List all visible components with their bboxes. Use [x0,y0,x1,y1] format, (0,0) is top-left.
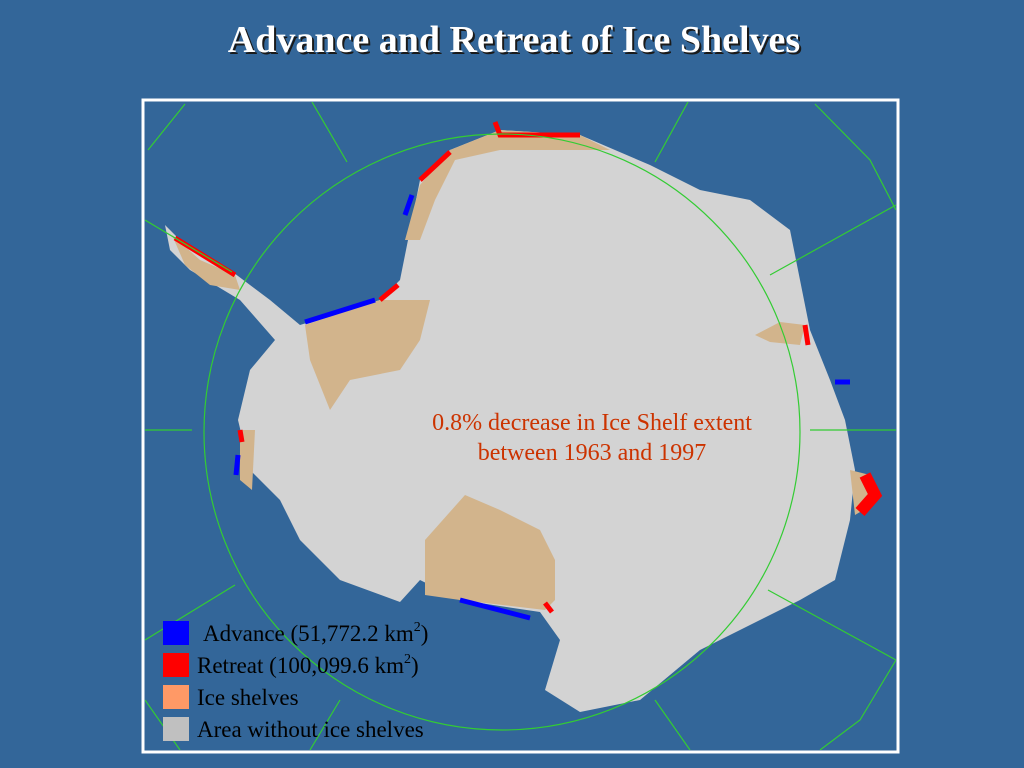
coast-ice-shelf [405,130,610,240]
legend-label: Area without ice shelves [197,717,424,742]
retreat-edge [378,283,400,302]
map [145,102,896,750]
retreat-edge [802,324,811,346]
ross-ice-shelf [425,495,555,610]
retreat-edge [543,601,554,614]
legend-text: Ice shelves [197,685,299,710]
legend-label: Ice shelves [197,685,299,710]
title: Advance and Retreat of Ice Shelves [228,19,800,61]
legend: Advance (51,772.2 km2)Retreat (100,099.6… [163,620,428,742]
annotation: 0.8% decrease in Ice Shelf extent [432,410,752,436]
legend-text: Area without ice shelves [197,717,424,742]
legend-label: Retreat (100,099.6 km2) [197,652,419,678]
peninsula-ice-shelf [172,235,240,290]
retreat-edge [492,121,580,138]
retreat-edge [855,472,883,516]
legend-swatch [163,717,189,741]
advance-edge [402,194,415,216]
retreat-edge [418,150,452,182]
legend-label: Advance (51,772.2 km2) [203,620,428,646]
amery-ice-shelf [755,322,805,345]
title-shadow: Advance and Retreat of Ice Shelves [230,21,802,63]
legend-suffix: ) [411,653,419,678]
retreat-edge [237,429,245,443]
legend-text: Retreat (100,099.6 km [197,653,404,678]
legend-swatch [163,653,189,677]
legend-superscript: 2 [414,620,421,635]
legend-superscript: 2 [404,652,411,667]
graticule [145,102,896,750]
advance-edge [233,454,241,476]
continent [165,130,855,712]
advance-edge [459,597,531,621]
west-ice-shelf [240,430,255,490]
legend-swatch [163,621,189,645]
annotation: between 1963 and 1997 [478,440,707,466]
advance-edge [304,297,376,325]
legend-text: Advance (51,772.2 km [203,621,414,646]
ronne-ice-shelf [305,300,430,410]
legend-suffix: ) [421,621,429,646]
legend-swatch [163,685,189,709]
